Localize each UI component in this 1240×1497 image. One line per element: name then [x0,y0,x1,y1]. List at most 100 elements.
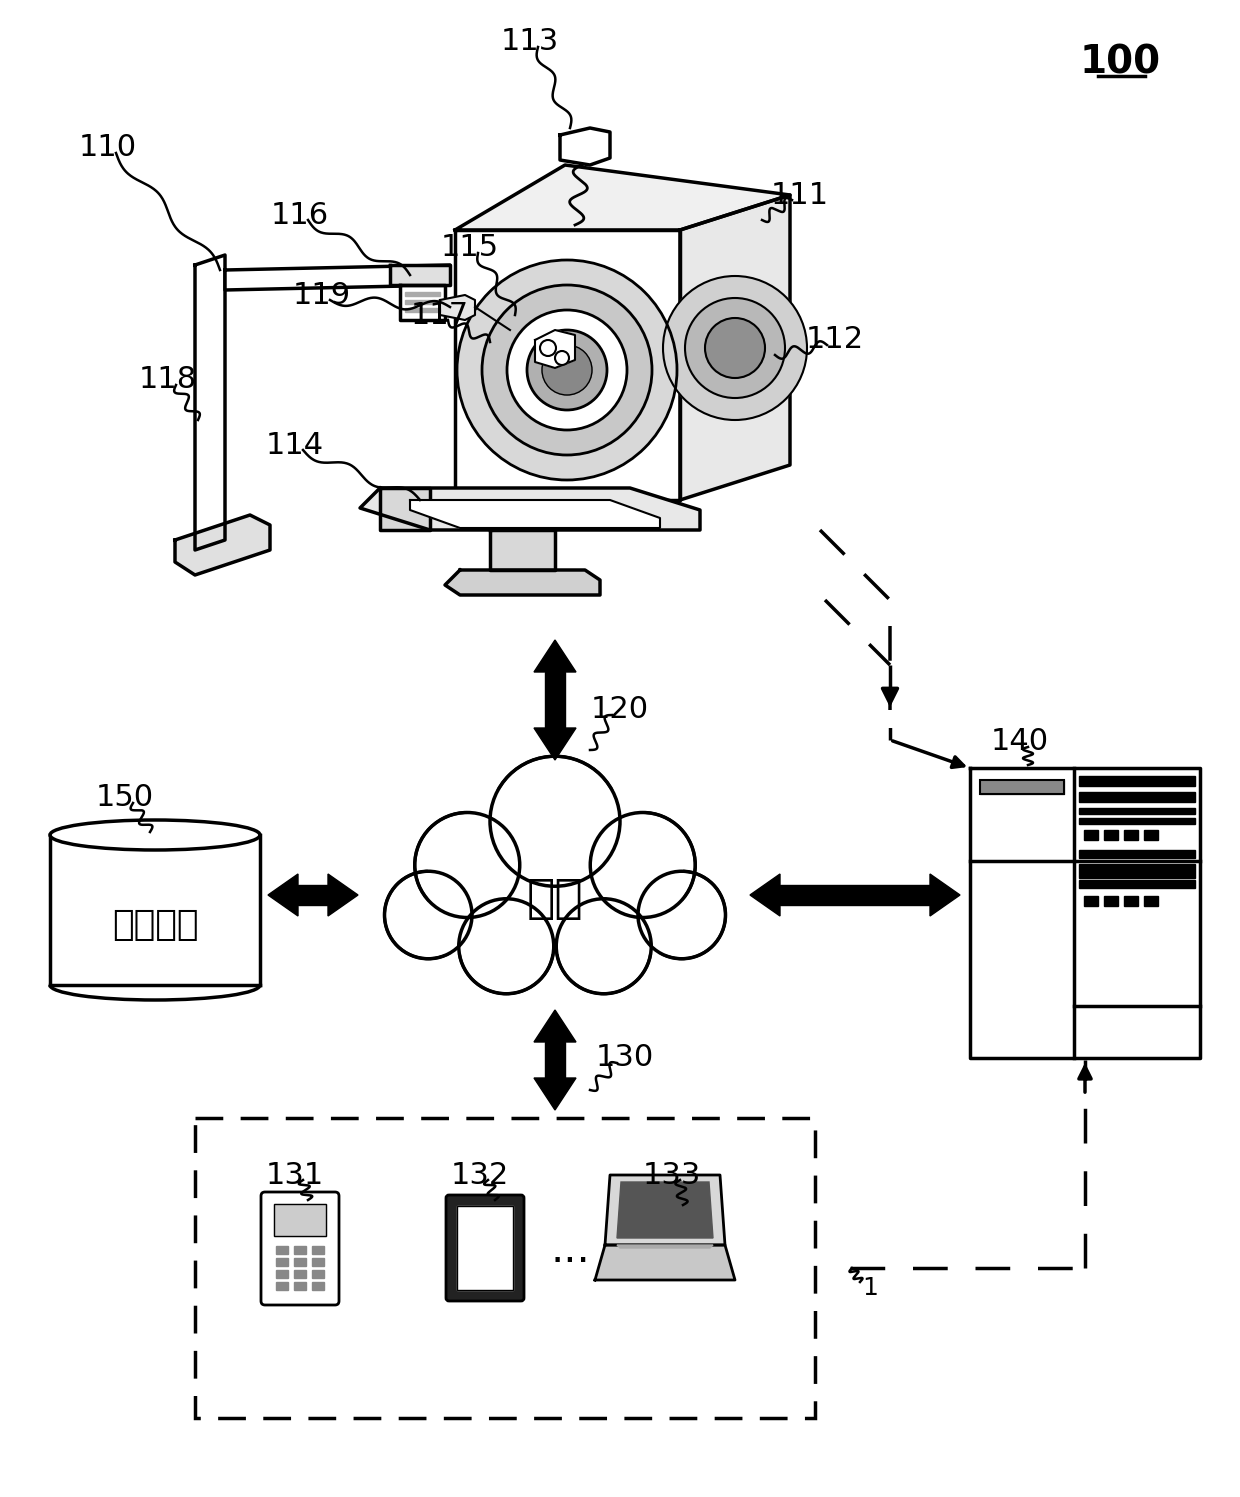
Polygon shape [546,672,565,728]
Circle shape [639,871,725,958]
Polygon shape [405,292,440,296]
Circle shape [384,871,472,958]
Polygon shape [294,1269,306,1278]
Polygon shape [379,488,430,530]
Polygon shape [405,308,440,311]
Bar [458,1207,513,1290]
Text: 1: 1 [862,1275,878,1299]
Polygon shape [195,254,224,549]
Polygon shape [930,874,960,916]
Circle shape [684,298,785,398]
FancyBboxPatch shape [446,1195,525,1301]
Bar [980,780,1064,793]
Polygon shape [534,641,577,672]
Text: 111: 111 [771,181,830,210]
Polygon shape [560,129,610,165]
Polygon shape [1079,850,1195,858]
Ellipse shape [50,820,260,850]
Circle shape [527,329,608,410]
Circle shape [414,813,520,918]
Circle shape [539,340,556,356]
FancyBboxPatch shape [260,1192,339,1305]
Polygon shape [175,515,270,575]
Polygon shape [1143,829,1157,840]
Circle shape [490,756,620,886]
Polygon shape [294,1246,306,1254]
Polygon shape [1104,897,1117,906]
Polygon shape [1143,897,1157,906]
Polygon shape [224,265,450,290]
Polygon shape [546,1042,565,1078]
Text: 100: 100 [1080,43,1161,81]
Polygon shape [467,790,642,852]
Polygon shape [1123,897,1137,906]
Polygon shape [534,329,575,368]
Circle shape [556,350,569,365]
Bar [274,1204,326,1237]
Text: 存储装置: 存储装置 [112,909,198,942]
Circle shape [557,898,651,994]
Polygon shape [1084,829,1097,840]
Text: 118: 118 [139,365,197,395]
Polygon shape [680,195,790,500]
Text: 117: 117 [410,301,469,329]
Polygon shape [277,1246,288,1254]
Polygon shape [1079,817,1195,823]
Circle shape [706,317,765,379]
Polygon shape [50,835,260,985]
Polygon shape [294,1281,306,1290]
Polygon shape [277,1257,288,1266]
Polygon shape [1104,829,1117,840]
Polygon shape [312,1246,324,1254]
Polygon shape [440,295,475,320]
Text: 133: 133 [642,1160,701,1190]
Text: 114: 114 [265,431,324,460]
Circle shape [542,344,591,395]
Polygon shape [618,1183,713,1238]
Polygon shape [1123,829,1137,840]
Text: 132: 132 [451,1160,510,1190]
Polygon shape [277,1281,288,1290]
Polygon shape [1084,897,1097,906]
Text: 网络: 网络 [527,877,583,922]
Polygon shape [277,1269,288,1278]
Polygon shape [750,874,780,916]
Text: 150: 150 [95,783,154,813]
Polygon shape [534,1010,577,1042]
Text: 120: 120 [591,696,649,725]
Polygon shape [445,570,600,594]
Circle shape [507,310,627,430]
Text: 119: 119 [293,280,351,310]
Text: 140: 140 [991,728,1049,756]
Polygon shape [360,488,701,530]
Polygon shape [1079,792,1195,802]
Polygon shape [980,780,1064,793]
Polygon shape [298,885,329,906]
Polygon shape [455,165,790,231]
Polygon shape [605,1175,725,1246]
Polygon shape [534,1078,577,1109]
Circle shape [458,260,677,481]
Polygon shape [1079,775,1195,786]
Polygon shape [268,874,298,916]
Polygon shape [534,728,577,760]
Text: 115: 115 [441,234,498,262]
Polygon shape [410,500,660,528]
Polygon shape [312,1269,324,1278]
Polygon shape [458,1207,513,1290]
Polygon shape [780,885,930,906]
Polygon shape [294,1257,306,1266]
Polygon shape [618,1246,713,1248]
Circle shape [459,898,554,994]
Polygon shape [312,1281,324,1290]
Circle shape [482,284,652,455]
Polygon shape [595,1246,735,1280]
Text: 130: 130 [596,1043,655,1072]
Polygon shape [391,265,450,284]
Polygon shape [329,874,358,916]
Polygon shape [1079,880,1195,888]
Polygon shape [490,530,556,570]
Circle shape [590,813,696,918]
Polygon shape [274,1204,326,1237]
Polygon shape [1079,864,1195,879]
